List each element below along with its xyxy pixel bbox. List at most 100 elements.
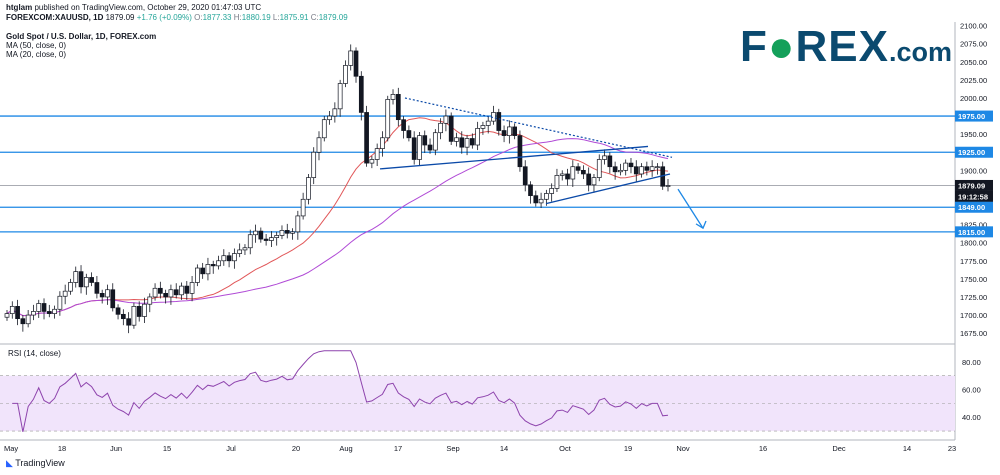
candle-body: [263, 238, 269, 241]
time-tick-label: Nov: [676, 444, 690, 453]
candle-body: [628, 162, 634, 168]
time-tick-label: May: [4, 444, 18, 453]
candle-body: [126, 318, 131, 326]
candle-body: [469, 138, 475, 146]
ma50-legend: MA (50, close, 0): [6, 41, 67, 50]
candle-body: [475, 128, 480, 146]
candle-body: [327, 115, 332, 121]
candle-body: [385, 99, 391, 139]
symbol-label: FOREXCOM:XAUUSD, 1D: [6, 13, 104, 22]
candle-body: [205, 264, 211, 275]
candle-body: [623, 162, 629, 171]
candle-body: [417, 135, 422, 160]
candle-body: [369, 159, 375, 164]
price-tick-label: 2075.00: [960, 40, 987, 49]
candle-body: [586, 173, 592, 186]
candle-body: [353, 50, 359, 77]
candle-body: [432, 132, 438, 151]
candle-body: [459, 137, 465, 148]
downtrend-dotted-line: [404, 97, 673, 158]
price-change: +1.76 (+0.09%): [136, 13, 192, 22]
price-tick-label: 1775.00: [960, 257, 987, 266]
candle-body: [4, 313, 10, 318]
candle-body: [427, 144, 433, 151]
time-tick-label: Jul: [226, 444, 236, 453]
candle-body: [242, 247, 248, 251]
candle-body: [565, 173, 570, 180]
candle-body: [390, 94, 396, 100]
triangle-upper-line: [379, 145, 649, 170]
candle-body: [348, 50, 354, 66]
candle-body: [528, 184, 533, 197]
candle-body: [337, 83, 343, 110]
publisher-name: htglam: [6, 3, 33, 12]
low-value: 1875.91: [279, 13, 309, 22]
candle-body: [110, 289, 116, 309]
candle-body: [496, 112, 502, 131]
candle-body: [380, 137, 385, 149]
breakout-arrow-shaft: [677, 188, 704, 229]
candle-body: [99, 292, 105, 298]
time-tick-label: 19: [624, 444, 632, 453]
candle-body: [89, 277, 94, 283]
rsi-legend: RSI (14, close): [8, 349, 61, 358]
candle-body: [332, 108, 338, 117]
candle-body: [422, 135, 428, 146]
price-label-box: [955, 190, 993, 202]
last-price: 1879.09: [105, 13, 135, 22]
rsi-line: [12, 350, 669, 433]
candle-body: [115, 307, 121, 315]
time-tick-label: 14: [500, 444, 508, 453]
high-label: H:: [233, 13, 242, 22]
logo-o-icon: ●: [767, 22, 796, 71]
time-tick-label: 15: [163, 444, 171, 453]
candle-body: [306, 177, 311, 200]
candle-body: [570, 166, 576, 180]
candle-body: [184, 285, 190, 294]
candle-body: [644, 166, 650, 171]
time-tick-label: Sep: [446, 444, 459, 453]
candle-body: [443, 115, 449, 124]
candle-body: [544, 193, 549, 200]
candle-body: [554, 175, 560, 189]
candle-body: [173, 289, 179, 296]
price-label-box: [955, 110, 993, 122]
candle-body: [232, 253, 237, 262]
price-tick-label: 1700.00: [960, 311, 987, 320]
candle-body: [147, 296, 153, 305]
candle-body: [522, 166, 528, 186]
rsi-tick-label: 40.00: [962, 413, 981, 422]
candle-body: [602, 155, 607, 160]
candle-body: [221, 255, 227, 262]
time-tick-label: Oct: [559, 444, 572, 453]
candle-body: [321, 119, 327, 139]
candle-body: [195, 267, 200, 283]
price-tick-label: 1750.00: [960, 275, 987, 284]
price-tick-label: 1675.00: [960, 329, 987, 338]
rsi-band: [0, 375, 955, 432]
candle-body: [512, 126, 517, 136]
candle-body: [406, 130, 412, 139]
time-tick-label: 23: [948, 444, 956, 453]
low-label: L:: [272, 13, 280, 22]
candle-body: [131, 306, 137, 326]
candle-body: [120, 313, 126, 320]
candle-body: [279, 230, 285, 236]
candle-body: [46, 311, 52, 314]
candle-body: [73, 271, 79, 283]
candle-body: [300, 198, 306, 217]
price-tick-label: 2025.00: [960, 76, 987, 85]
candle-body: [591, 177, 597, 186]
price-tick-label: 2000.00: [960, 94, 987, 103]
candle-body: [57, 295, 63, 310]
price-label-box: [955, 179, 993, 191]
candle-body: [52, 308, 57, 314]
candle-body: [364, 112, 369, 164]
candle-body: [247, 234, 253, 249]
candle-body: [41, 303, 47, 312]
tradingview-footer: ◣ TradingView: [6, 458, 65, 469]
candle-body: [163, 292, 168, 298]
price-label-box: [955, 146, 993, 158]
candle-body: [612, 166, 618, 173]
